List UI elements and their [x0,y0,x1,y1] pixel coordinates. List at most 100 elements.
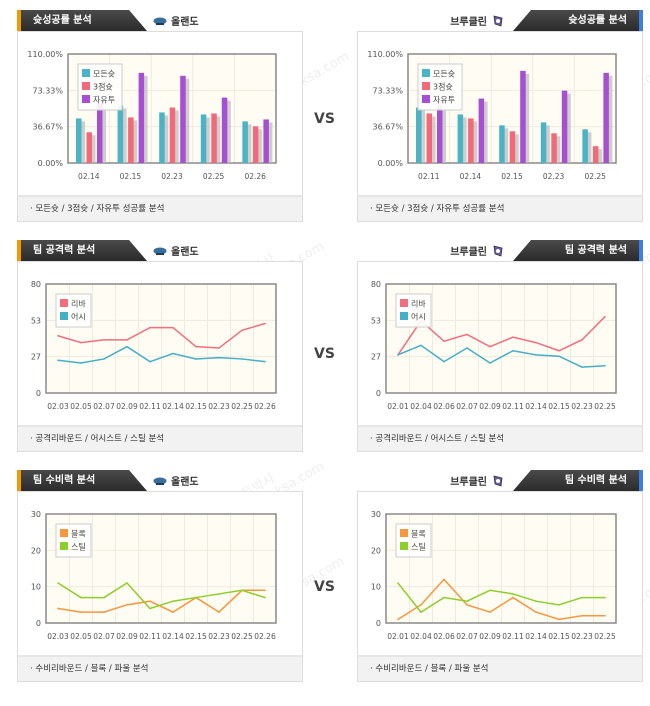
x-tick-label: 02.04 [410,402,432,411]
bar-자유투 [603,72,609,163]
x-tick-label: 02.26 [244,172,266,181]
bar-모든슛 [582,129,588,163]
data-point [604,596,606,599]
data-point [581,339,583,341]
data-point [103,596,105,599]
x-tick-label: 02.15 [548,402,570,411]
legend-swatch [82,69,90,77]
series-line-스틸 [397,582,605,614]
x-tick-label: 02.11 [418,172,440,181]
bar-shadow [554,136,561,163]
x-tick-label: 02.09 [479,632,501,641]
y-tick-label: 36.67% [372,123,403,132]
data-point [535,611,537,613]
data-point [195,345,197,348]
team-name: 올랜도 [171,17,199,28]
bar-shadow [255,129,262,163]
data-point [172,352,174,355]
x-tick-label: 02.09 [116,402,138,411]
legend-swatch [400,299,408,307]
legend-swatch [422,82,430,90]
data-point [512,349,514,352]
chart-area: 110.00% 73.33% 36.67% 0.00% 02.11 02.14 02.15 0… [357,31,643,195]
legend-label: 리바 [71,299,86,309]
panel-header: 슛성공률 분석 올랜도 [17,10,303,31]
y-tick-label: 0.00% [378,159,404,168]
data-point [195,596,197,599]
data-point [466,604,468,606]
series-line-어시 [57,345,266,364]
chart-area: 80 53 27 0 02.03 02.05 02.07 02.09 02.11 02.14 02.… [17,261,303,425]
panel-header: 팀 수비력 분석 올랜도 [17,470,303,491]
legend-swatch [82,95,90,103]
plot-frame [45,513,277,624]
panel-header: 팀 수비력 분석 브루클린 [357,470,643,491]
bar-chart: 110.00% 73.33% 36.67% 0.00% 02.11 02.14 02.15 0… [367,50,617,181]
legend-label: 3점슛 [93,82,113,92]
data-point [581,596,583,599]
x-tick-label: 02.14 [525,632,547,641]
legend-swatch [422,95,430,103]
bar-shadow [512,134,519,163]
y-tick-label: 27 [371,353,381,362]
x-tick-label: 02.14 [162,632,184,641]
x-tick-label: 02.07 [93,402,115,411]
bar-shadow [141,75,148,163]
bar-shadow [100,106,106,163]
bar-모든슛 [499,125,505,163]
section-title: 슛성공률 분석 [513,10,643,31]
bar-shadow [429,116,436,163]
data-point [195,358,197,360]
bar-chart: 110.00% 73.33% 36.67% 0.00% 02.14 02.15 02.23 0… [27,50,277,181]
bar-3점슛 [592,146,599,163]
data-point [604,364,606,367]
data-point [103,611,105,613]
series-line-블록 [57,589,265,614]
data-point [149,600,151,602]
data-point [80,362,82,364]
data-point [80,596,82,599]
chart-area: 80 53 27 0 02.01 02.04 02.06 02.07 02.09 02.11 02.… [357,261,643,425]
data-point [126,345,128,348]
data-point [264,589,266,592]
data-point [535,600,537,602]
x-tick-label: 02.23 [571,402,593,411]
vs-label: VS [314,346,335,362]
y-tick-label: 30 [371,510,381,519]
bar-shadow [543,125,550,163]
bar-3점슛 [509,131,516,163]
panel-offense-away: 팀 공격력 분석 브루클린 80 53 27 0 02.01 02.04 02.06 02.07 0… [357,240,643,452]
data-point [241,358,243,360]
team-label: 브루클린 [450,473,505,488]
data-point [264,322,266,325]
data-point [149,326,151,329]
panel-shoot-home: 슛성공률 분석 올랜도 110.00% 73.33% 36.67% 0.00% 02.14 0… [17,10,303,222]
y-tick-label: 0 [36,389,41,398]
data-point [535,354,537,356]
data-point [558,618,560,621]
panel-shoot-away: 슛성공률 분석 브루클린 110.00% 73.33% 36.67% 0.00% 02.11… [357,10,643,222]
bar-shadow [224,100,231,163]
bar-shadow [595,149,602,163]
x-tick-label: 02.07 [456,632,478,641]
data-point [443,596,445,599]
data-point [489,345,491,348]
data-point [466,347,468,349]
bar-3점슛 [128,117,134,163]
chart-footer: · 수비리바운드 / 블록 / 파울 분석 [357,655,643,682]
y-tick-label: 10 [371,583,381,592]
bar-shadow [564,93,571,163]
series-line-리바 [57,322,266,349]
x-tick-label: 02.14 [78,172,100,181]
legend-swatch [60,299,68,307]
bar-자유투 [478,98,485,163]
data-point [512,596,514,599]
bar-3점슛 [252,126,259,163]
x-tick-label: 02.07 [93,632,115,641]
section-title: 팀 공격력 분석 [513,240,643,261]
